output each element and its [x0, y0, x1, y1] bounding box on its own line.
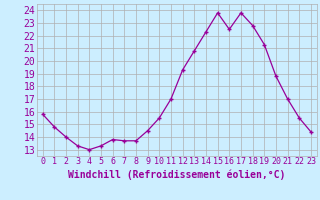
X-axis label: Windchill (Refroidissement éolien,°C): Windchill (Refroidissement éolien,°C) [68, 169, 285, 180]
